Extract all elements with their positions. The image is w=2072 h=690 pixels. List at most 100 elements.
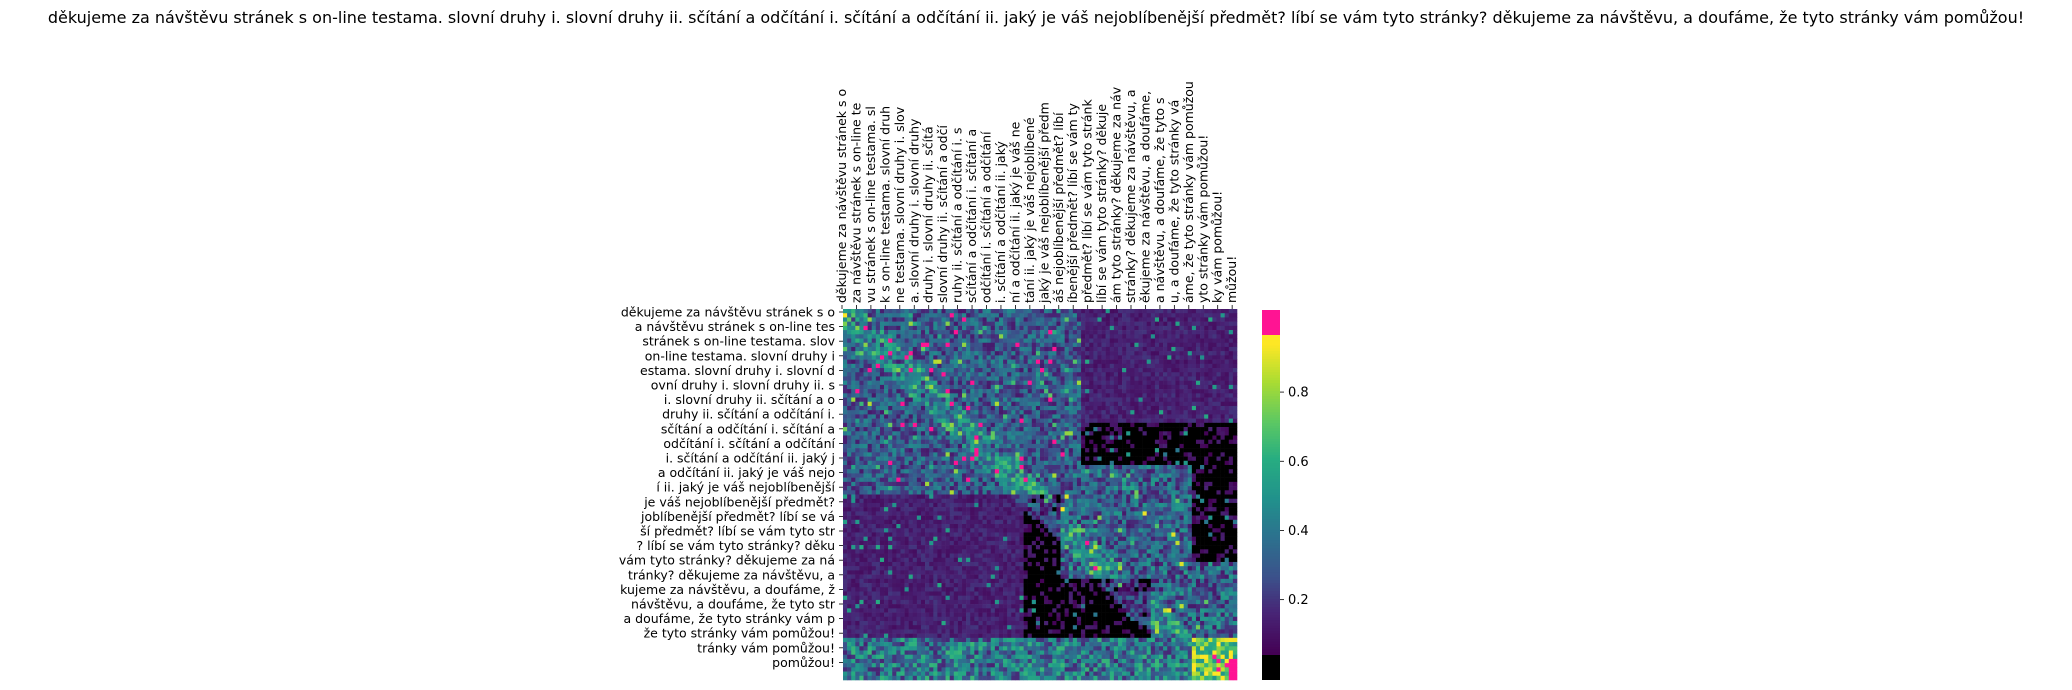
heatmap-cell (1232, 494, 1238, 500)
heatmap-cell (1146, 524, 1152, 529)
heatmap-cell (1130, 494, 1135, 500)
heatmap-cell (904, 469, 909, 474)
heatmap-cell (1076, 384, 1082, 390)
heatmap-cell (925, 418, 930, 424)
heatmap-cell (1011, 414, 1016, 419)
heatmap-cell (974, 393, 979, 398)
heatmap-cell (851, 380, 856, 386)
heatmap-cell (1027, 443, 1033, 449)
heatmap-cell (1109, 473, 1115, 478)
heatmap-cell (1126, 490, 1131, 495)
heatmap-cell (879, 368, 885, 373)
heatmap-cell (1171, 410, 1176, 415)
heatmap-cell (1142, 313, 1147, 318)
heatmap-cell (1003, 338, 1008, 344)
heatmap-cell (1220, 346, 1225, 352)
heatmap-cell (986, 389, 992, 394)
heatmap-cell (1195, 422, 1201, 428)
heatmap-cell (949, 334, 955, 339)
heatmap-cell (1126, 431, 1131, 436)
heatmap-cell (1167, 380, 1172, 386)
heatmap-cell (978, 502, 983, 508)
heatmap-cell (884, 486, 889, 491)
heatmap-cell (1195, 486, 1201, 491)
heatmap-cell (879, 452, 885, 457)
heatmap-cell (1191, 507, 1197, 512)
heatmap-cell (957, 325, 963, 331)
heatmap-cell (1130, 519, 1135, 525)
heatmap-cell (1003, 507, 1008, 512)
heatmap-cell (994, 397, 1000, 403)
heatmap-cell (896, 342, 901, 348)
heatmap-cell (1208, 393, 1213, 398)
heatmap-cell (1015, 401, 1020, 407)
heatmap-cell (920, 418, 926, 424)
heatmap-cell (1208, 515, 1213, 521)
heatmap-cell (933, 325, 938, 331)
heatmap-cell (1113, 380, 1119, 386)
heatmap-cell (892, 346, 897, 352)
heatmap-cell (978, 418, 983, 424)
heatmap-cell (1195, 330, 1201, 335)
heatmap-cell (1015, 511, 1020, 516)
heatmap-cell (1097, 431, 1102, 436)
heatmap-cell (1003, 321, 1008, 327)
heatmap-cell (847, 384, 852, 390)
heatmap-cell (1093, 524, 1098, 529)
heatmap-cell (908, 473, 914, 478)
heatmap-cell (1031, 363, 1037, 369)
heatmap-cell (1204, 325, 1209, 331)
heatmap-cell (1130, 439, 1135, 445)
heatmap-cell (1159, 363, 1164, 369)
heatmap-cell (884, 422, 889, 428)
heatmap-cell (957, 351, 963, 356)
heatmap-cell (1163, 355, 1168, 360)
heatmap-cell (1167, 359, 1172, 365)
heatmap-cell (900, 363, 905, 369)
heatmap-cell (1183, 443, 1189, 449)
heatmap-cell (1204, 309, 1209, 314)
heatmap-cell (843, 469, 848, 474)
heatmap-cell (1187, 330, 1193, 335)
heatmap-cell (851, 519, 856, 525)
heatmap-cell (1081, 309, 1086, 314)
heatmap-cell (1060, 524, 1065, 529)
heatmap-cell (884, 460, 889, 466)
heatmap-cell (1093, 431, 1098, 436)
heatmap-cell (1015, 393, 1020, 398)
heatmap-cell (1208, 502, 1213, 508)
heatmap-cell (1154, 321, 1160, 327)
heatmap-cell (1154, 405, 1160, 411)
heatmap-cell (937, 524, 942, 529)
heatmap-cell (1138, 473, 1143, 478)
heatmap-cell (1159, 376, 1164, 381)
heatmap-cell (1126, 384, 1131, 390)
heatmap-cell (1142, 431, 1147, 436)
heatmap-cell (966, 359, 971, 365)
heatmap-cell (966, 401, 971, 407)
heatmap-cell (1019, 443, 1024, 449)
heatmap-cell (941, 351, 946, 356)
heatmap-cell (1191, 410, 1197, 415)
heatmap-cell (1154, 389, 1160, 394)
heatmap-cell (1019, 507, 1024, 512)
heatmap-cell (941, 435, 946, 440)
heatmap-cell (1093, 502, 1098, 508)
heatmap-cell (1134, 334, 1139, 339)
heatmap-cell (1142, 515, 1147, 521)
heatmap-cell (966, 380, 971, 386)
heatmap-cell (929, 473, 934, 478)
heatmap-cell (1228, 397, 1234, 403)
heatmap-cell (1191, 439, 1197, 445)
heatmap-cell (1076, 321, 1082, 327)
heatmap-cell (1031, 342, 1037, 348)
heatmap-cell (986, 511, 992, 516)
heatmap-cell (916, 456, 922, 462)
heatmap-cell (871, 363, 877, 369)
heatmap-cell (929, 389, 934, 394)
heatmap-cell (945, 511, 950, 516)
heatmap-cell (1076, 490, 1082, 495)
heatmap-cell (884, 410, 889, 415)
heatmap-cell (1089, 368, 1094, 373)
heatmap-cell (1138, 507, 1143, 512)
